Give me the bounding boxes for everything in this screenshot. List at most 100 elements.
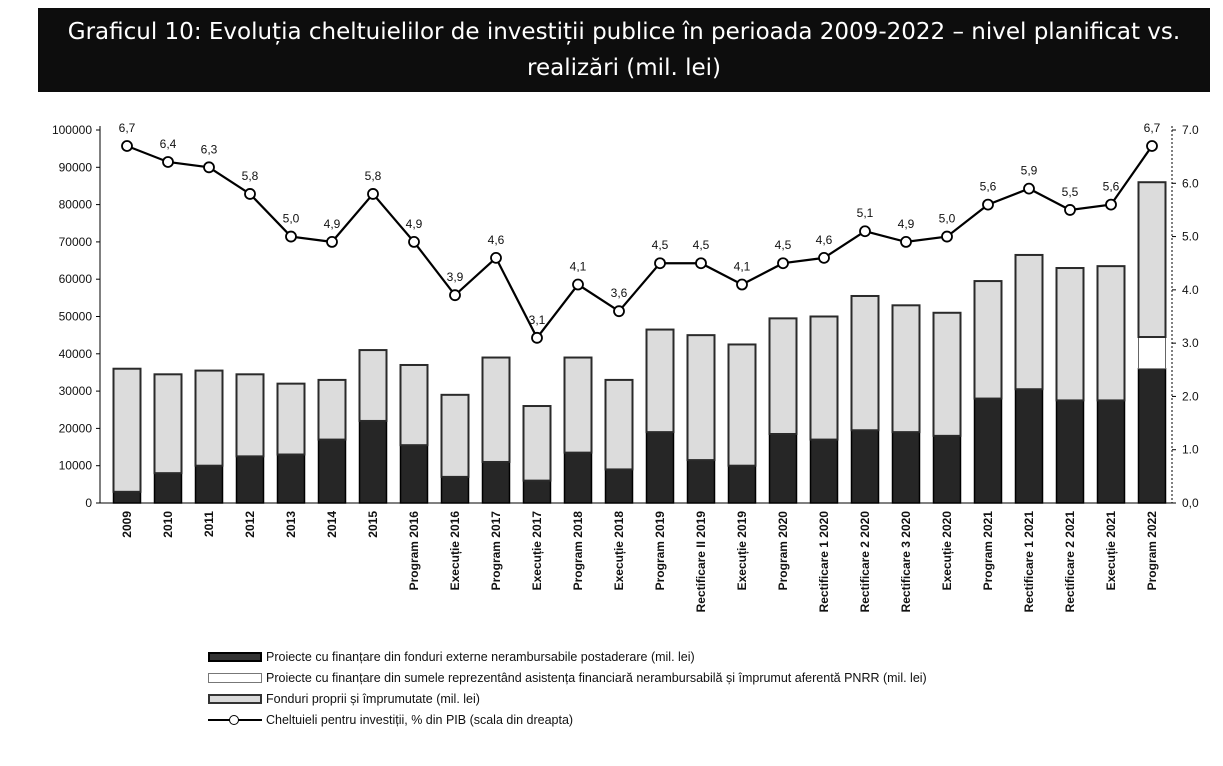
bar-pnrr (1138, 336, 1166, 370)
point-investment-pct (818, 251, 830, 264)
point-investment-pct (777, 257, 789, 270)
left-axis-tick-label: 40000 (59, 347, 93, 361)
data-label-investment-pct: 6,7 (1144, 121, 1161, 135)
legend-item-own-funds: Fonduri proprii și împrumutate (mil. lei… (208, 688, 927, 709)
left-axis-tick-label: 10000 (59, 459, 93, 473)
left-axis-tick-label: 20000 (59, 421, 93, 435)
category-label: Execuție 2018 (612, 511, 626, 591)
point-investment-pct (1064, 204, 1076, 216)
left-axis-tick-label: 90000 (59, 160, 93, 174)
point-investment-pct (941, 230, 953, 243)
category-label: Execuție 2021 (1104, 511, 1118, 591)
bar-own-funds (1096, 265, 1126, 402)
data-label-investment-pct: 6,4 (160, 137, 177, 151)
right-axis-tick-label: 0,0 (1182, 496, 1199, 510)
data-label-investment-pct: 4,5 (775, 238, 792, 252)
bar-external-funds (563, 451, 593, 504)
left-axis-tick-label: 30000 (59, 384, 93, 398)
data-label-investment-pct: 4,1 (734, 260, 751, 274)
data-label-investment-pct: 3,1 (529, 313, 546, 327)
left-axis-tick-label: 100000 (52, 123, 92, 137)
bar-external-funds (1055, 399, 1085, 504)
category-label: Rectificare II 2019 (694, 511, 708, 613)
bar-own-funds (563, 356, 593, 454)
category-label: Execuție 2017 (530, 511, 544, 591)
data-label-investment-pct: 5,6 (980, 180, 997, 194)
data-label-investment-pct: 5,0 (283, 212, 300, 226)
category-label: 2010 (161, 511, 175, 538)
bar-external-funds (727, 464, 757, 504)
category-label: Execuție 2016 (448, 511, 462, 591)
bar-own-funds (1055, 267, 1085, 402)
bar-external-funds (112, 491, 142, 504)
left-axis-tick-label: 60000 (59, 272, 93, 286)
point-investment-pct (1023, 182, 1035, 195)
bar-external-funds (850, 429, 880, 504)
bar-own-funds (809, 315, 839, 441)
chart-legend: Proiecte cu finanțare din fonduri extern… (208, 646, 927, 730)
left-axis-tick-label: 70000 (59, 235, 93, 249)
data-label-investment-pct: 4,5 (693, 238, 710, 252)
bar-own-funds (153, 373, 183, 475)
right-axis-tick-label: 2.0 (1182, 389, 1199, 403)
data-label-investment-pct: 3,9 (447, 270, 464, 284)
bar-external-funds (1096, 399, 1126, 504)
data-label-investment-pct: 5,8 (365, 169, 382, 183)
category-label: Program 2022 (1145, 511, 1159, 591)
bar-external-funds (358, 420, 388, 504)
bar-own-funds (317, 378, 347, 441)
left-axis-tick-label: 80000 (59, 198, 93, 212)
legend-label-pnrr: Proiecte cu finanțare din sumele repreze… (266, 670, 927, 685)
category-label: Program 2018 (571, 511, 585, 591)
bar-external-funds (1014, 388, 1044, 504)
category-label: Execuție 2019 (735, 511, 749, 591)
bar-own-funds (481, 356, 511, 463)
bar-external-funds (809, 438, 839, 504)
bar-own-funds (891, 304, 921, 434)
bar-external-funds (932, 435, 962, 504)
right-axis-tick-label: 6.0 (1182, 176, 1199, 190)
legend-label-own-funds: Fonduri proprii și împrumutate (mil. lei… (266, 691, 480, 706)
point-investment-pct (654, 257, 666, 270)
point-investment-pct (408, 235, 420, 248)
category-label: Rectificare 1 2020 (817, 511, 831, 613)
point-investment-pct (162, 156, 174, 168)
bar-own-funds (645, 328, 675, 434)
data-label-investment-pct: 4,6 (488, 233, 505, 247)
bar-own-funds (686, 334, 716, 462)
point-investment-pct (695, 257, 707, 270)
bar-external-funds (481, 461, 511, 504)
left-axis-tick-label: 50000 (59, 310, 93, 324)
bar-external-funds (153, 472, 183, 504)
bar-own-funds (276, 382, 306, 456)
bar-external-funds (235, 455, 265, 504)
point-investment-pct (244, 188, 256, 200)
point-investment-pct (736, 278, 748, 291)
data-label-investment-pct: 6,7 (119, 121, 136, 135)
data-label-investment-pct: 5,8 (242, 169, 259, 183)
category-label: Rectificare 1 2021 (1022, 511, 1036, 613)
right-axis-tick-label: 5.0 (1182, 230, 1199, 244)
data-label-investment-pct: 4,6 (816, 233, 833, 247)
category-label: 2009 (120, 511, 134, 538)
bar-own-funds (440, 393, 470, 478)
legend-item-pnrr: Proiecte cu finanțare din sumele repreze… (208, 667, 927, 688)
bar-own-funds (235, 373, 265, 458)
category-label: Program 2021 (981, 511, 995, 591)
right-axis-tick-label: 7.0 (1182, 123, 1199, 137)
bar-external-funds (522, 479, 552, 504)
data-label-investment-pct: 5,1 (857, 206, 874, 220)
bar-external-funds (317, 438, 347, 504)
category-label: Program 2019 (653, 511, 667, 591)
category-label: 2011 (202, 511, 216, 537)
category-label: Rectificare 2 2020 (858, 511, 872, 613)
legend-swatch-own-funds (208, 693, 262, 704)
legend-item-external-funds: Proiecte cu finanțare din fonduri extern… (208, 646, 927, 667)
data-label-investment-pct: 4,9 (406, 217, 423, 231)
bar-own-funds (358, 349, 388, 422)
data-label-investment-pct: 5,6 (1103, 180, 1120, 194)
point-investment-pct (326, 235, 338, 248)
point-investment-pct (449, 289, 461, 302)
data-label-investment-pct: 4,1 (570, 260, 587, 274)
